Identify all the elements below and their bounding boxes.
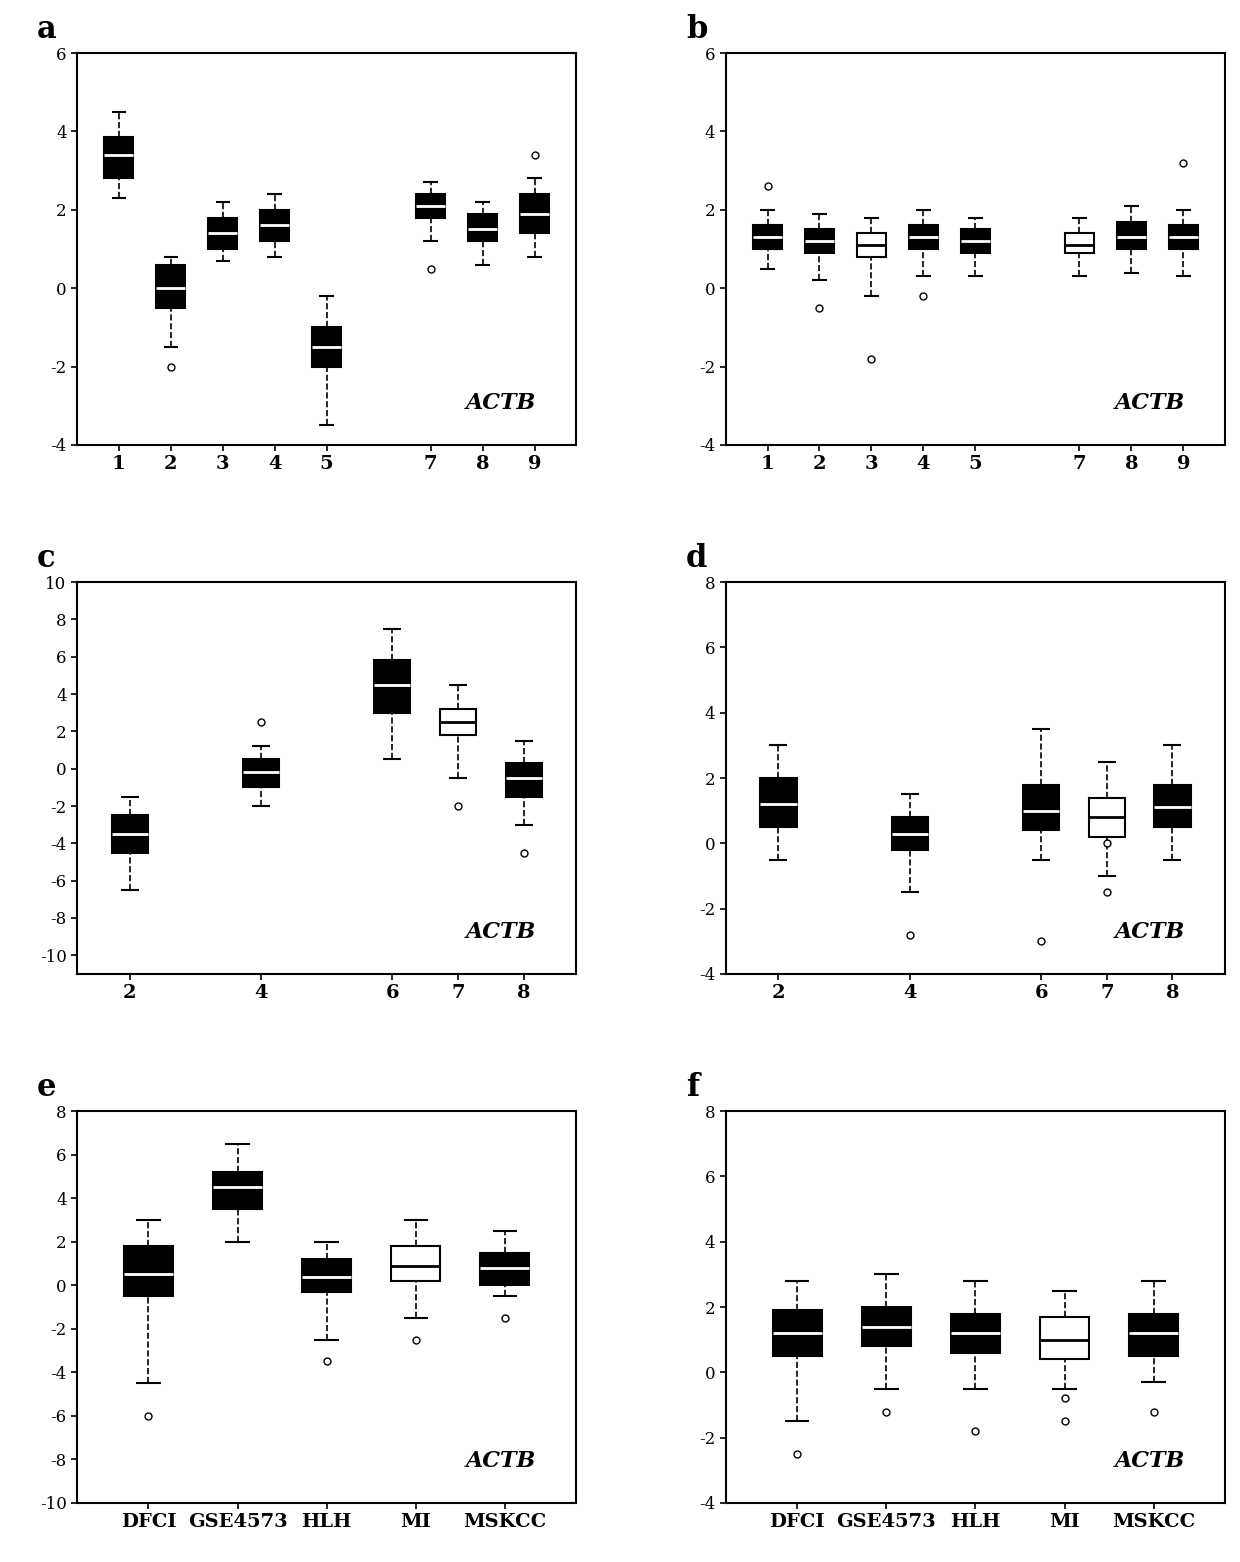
FancyBboxPatch shape xyxy=(417,194,445,217)
FancyBboxPatch shape xyxy=(760,778,796,826)
FancyBboxPatch shape xyxy=(857,233,885,256)
Text: ACTB: ACTB xyxy=(1115,920,1185,942)
FancyBboxPatch shape xyxy=(156,264,185,308)
FancyBboxPatch shape xyxy=(1154,784,1190,826)
FancyBboxPatch shape xyxy=(243,759,279,787)
Text: e: e xyxy=(37,1072,57,1103)
FancyBboxPatch shape xyxy=(440,709,476,736)
FancyBboxPatch shape xyxy=(1130,1314,1178,1356)
FancyBboxPatch shape xyxy=(374,661,410,712)
FancyBboxPatch shape xyxy=(1117,222,1146,248)
FancyBboxPatch shape xyxy=(312,328,341,367)
Text: ACTB: ACTB xyxy=(1115,392,1185,414)
FancyBboxPatch shape xyxy=(124,1246,172,1296)
FancyBboxPatch shape xyxy=(961,230,990,253)
FancyBboxPatch shape xyxy=(1169,225,1198,248)
FancyBboxPatch shape xyxy=(480,1253,529,1286)
FancyBboxPatch shape xyxy=(469,214,497,241)
FancyBboxPatch shape xyxy=(260,209,289,241)
FancyBboxPatch shape xyxy=(1023,784,1059,831)
FancyBboxPatch shape xyxy=(392,1246,440,1281)
FancyBboxPatch shape xyxy=(753,225,781,248)
FancyBboxPatch shape xyxy=(892,817,928,850)
FancyBboxPatch shape xyxy=(506,764,542,797)
FancyBboxPatch shape xyxy=(112,815,148,853)
FancyBboxPatch shape xyxy=(208,217,237,248)
FancyBboxPatch shape xyxy=(104,137,133,178)
FancyBboxPatch shape xyxy=(521,194,549,233)
FancyBboxPatch shape xyxy=(909,225,937,248)
FancyBboxPatch shape xyxy=(1089,798,1125,837)
FancyBboxPatch shape xyxy=(213,1172,262,1209)
Text: b: b xyxy=(686,14,707,45)
FancyBboxPatch shape xyxy=(1040,1317,1089,1359)
Text: d: d xyxy=(686,544,707,575)
Text: ACTB: ACTB xyxy=(466,920,536,942)
FancyBboxPatch shape xyxy=(773,1311,822,1356)
FancyBboxPatch shape xyxy=(303,1259,351,1292)
Text: ACTB: ACTB xyxy=(1115,1450,1185,1471)
Text: c: c xyxy=(37,544,56,575)
FancyBboxPatch shape xyxy=(805,230,833,253)
Text: f: f xyxy=(686,1072,699,1103)
Text: ACTB: ACTB xyxy=(466,1450,536,1471)
FancyBboxPatch shape xyxy=(951,1314,999,1353)
Text: ACTB: ACTB xyxy=(466,392,536,414)
FancyBboxPatch shape xyxy=(1065,233,1094,253)
FancyBboxPatch shape xyxy=(862,1307,911,1346)
Text: a: a xyxy=(37,14,57,45)
